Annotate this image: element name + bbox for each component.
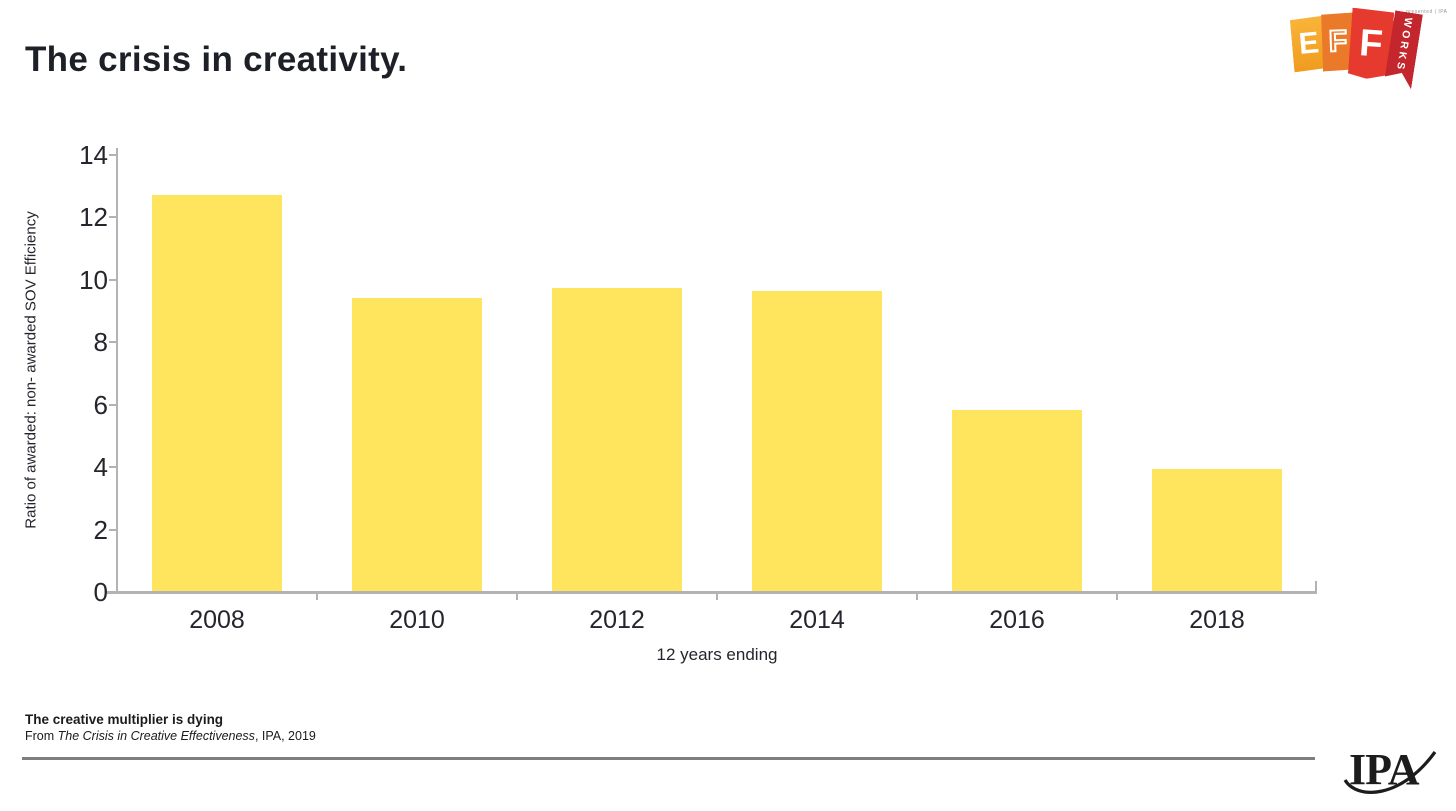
bar-2008 [152,195,282,591]
x-axis-title: 12 years ending [656,645,778,664]
chart-caption: The creative multiplier is dying From Th… [25,712,316,743]
y-axis-title: Ratio of awarded: non- awarded SOV Effic… [22,211,40,529]
y-tick [109,466,117,469]
x-boundary-tick [516,591,518,600]
y-tick-label: 14 [79,140,108,170]
effworks-presented-text: presented | IPA [1406,9,1448,15]
x-tick-label-2014: 2014 [789,606,845,634]
page-title: The crisis in creativity. [25,40,408,79]
effworks-logo: presented | IPA E F F WORKS [1290,5,1456,97]
ipa-logo-graphic: IPA [1343,745,1437,794]
y-tick-label: 8 [93,327,108,358]
y-tick-label: 12 [79,202,108,233]
y-tick-label: 0 [93,577,108,607]
y-tick-label: 10 [79,264,108,295]
y-tick [109,154,117,156]
caption-source-prefix: From [25,729,58,743]
caption-source-suffix: , IPA, 2019 [254,729,316,743]
x-tick-label-2008: 2008 [189,606,245,634]
bar-2014 [752,291,882,591]
x-boundary-tick [716,591,718,600]
y-tick-label: 4 [93,452,108,483]
y-tick-label: 6 [93,389,108,420]
y-tick [109,216,117,219]
caption-source-title: The Crisis in Creative Effectiveness [57,729,255,743]
x-tick-label-2010: 2010 [389,606,445,634]
ipa-logo-text: IPA [1349,745,1420,794]
bar-2012 [552,288,682,591]
y-axis-line [116,148,118,594]
caption-heading: The creative multiplier is dying [25,712,224,727]
footer-divider [22,757,1315,760]
bar-2010 [352,298,482,591]
bar-2016 [952,410,1082,591]
x-tick-label-2016: 2016 [989,606,1045,634]
x-axis-end-tick [1315,581,1317,591]
caption-source: From The Crisis in Creative Effectivenes… [25,729,316,743]
x-axis-line [107,591,1317,594]
x-boundary-tick [1116,591,1118,600]
x-boundary-tick [316,591,318,600]
x-boundary-tick [916,591,918,600]
ipa-logo: IPA [1337,740,1452,804]
y-tick [109,341,117,344]
bar-2018 [1152,469,1282,591]
y-tick-label: 2 [93,514,108,545]
x-tick-label-2018: 2018 [1189,606,1245,634]
ipa-logo-swash [1343,751,1437,794]
y-tick [109,528,117,531]
y-tick [109,278,117,281]
y-tick [109,403,117,406]
x-tick-label-2012: 2012 [589,606,645,634]
